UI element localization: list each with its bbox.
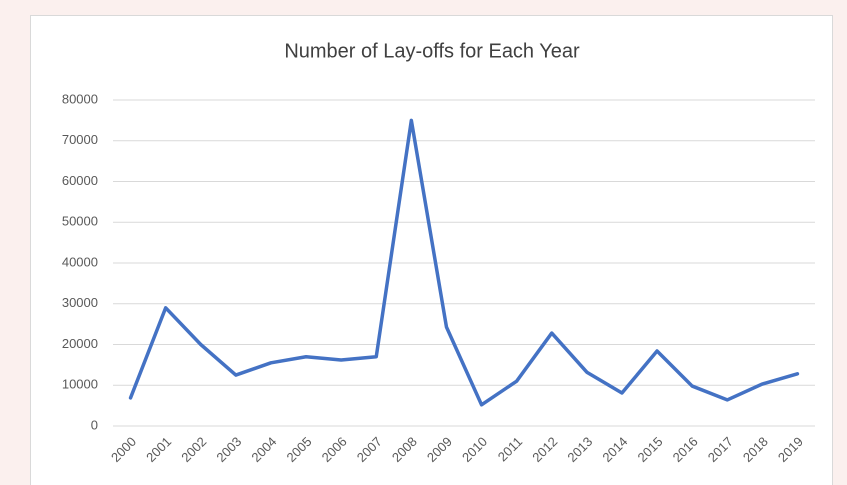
- chart-title: Number of Lay-offs for Each Year: [284, 40, 580, 62]
- chart-area: [30, 15, 833, 485]
- y-tick-label: 40000: [62, 254, 98, 269]
- data-line: [128, 118, 800, 407]
- y-tick-label: 60000: [62, 173, 98, 188]
- y-tick-label: 70000: [62, 132, 98, 147]
- y-tick-label: 20000: [62, 336, 98, 351]
- y-tick-label: 50000: [62, 214, 98, 229]
- y-tick-label: 10000: [62, 377, 98, 392]
- y-tick-label: 80000: [62, 91, 98, 106]
- y-tick-label: 30000: [62, 295, 98, 310]
- y-tick-label: 0: [91, 417, 98, 432]
